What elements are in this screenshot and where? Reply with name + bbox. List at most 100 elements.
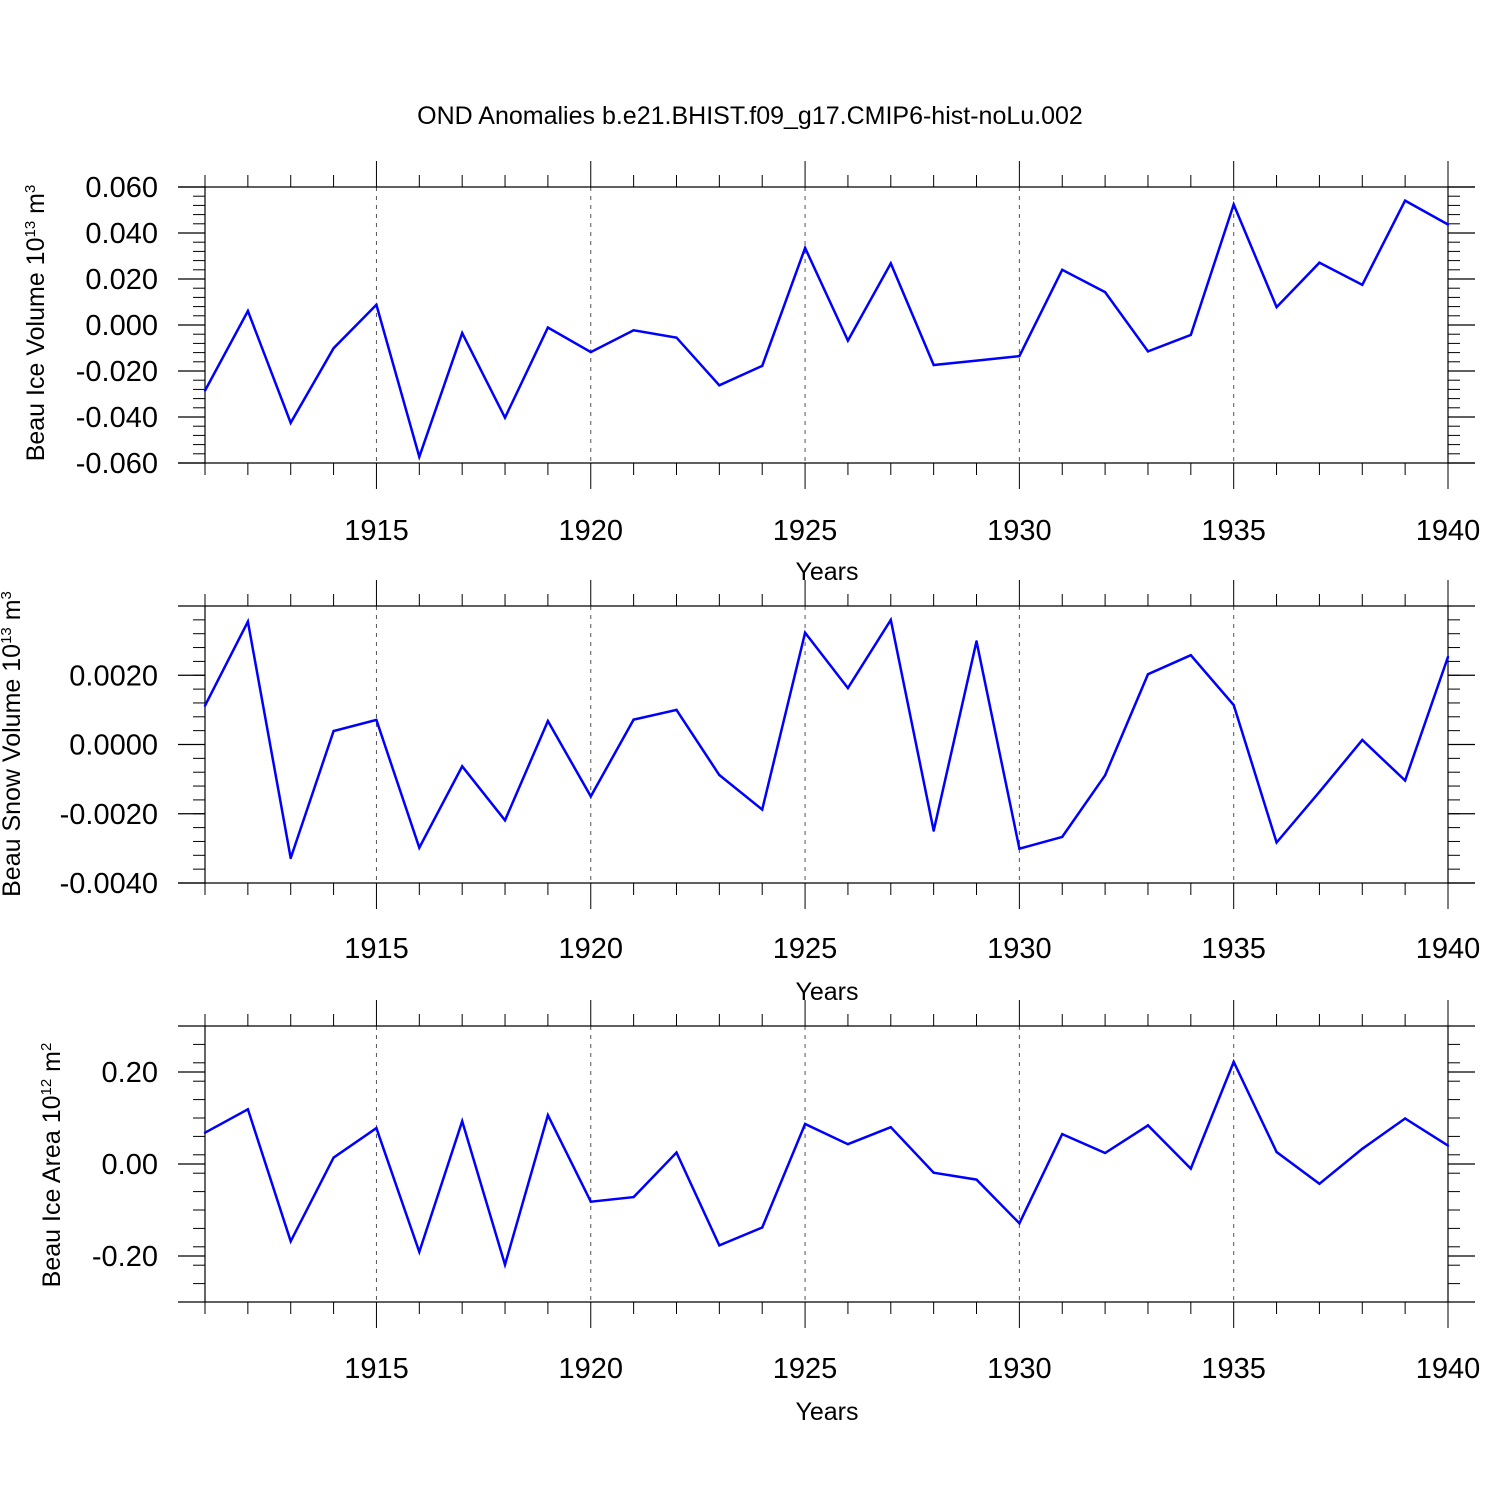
data-point — [1061, 1132, 1064, 1136]
data-point — [1232, 203, 1235, 206]
data-point — [675, 1151, 678, 1154]
data-point — [803, 246, 807, 250]
y-tick-label: -0.060 — [76, 448, 158, 480]
data-point — [1361, 1147, 1364, 1151]
x-tick-label: 1940 — [1416, 933, 1481, 965]
data-point — [1275, 841, 1278, 844]
data-point — [975, 640, 978, 643]
data-point — [503, 819, 507, 822]
y-tick-label: -0.20 — [92, 1241, 158, 1273]
series-line — [203, 198, 1449, 461]
x-tick-label: 1925 — [773, 933, 838, 965]
y-tick-label: 0.060 — [85, 172, 158, 204]
y-tick-label: -0.020 — [76, 356, 158, 388]
x-tick-label: 1930 — [987, 515, 1052, 547]
x-tick-label: 1920 — [559, 933, 624, 965]
data-point — [1361, 283, 1364, 286]
data-point — [203, 704, 207, 707]
data-point — [889, 618, 892, 622]
y-axis-title: Beau Ice Area 1012 m2 — [38, 1043, 66, 1288]
data-point — [375, 303, 378, 306]
data-point — [546, 326, 550, 329]
data-point — [632, 329, 635, 332]
y-tick-label: 0.20 — [102, 1057, 158, 1089]
data-point — [246, 309, 250, 313]
data-point — [418, 846, 421, 849]
data-point — [1061, 835, 1064, 839]
x-tick-label: 1915 — [344, 515, 409, 547]
x-tick-label: 1940 — [1416, 1353, 1481, 1385]
data-point — [460, 765, 464, 768]
data-point — [1232, 703, 1235, 707]
data-point — [1103, 1151, 1107, 1155]
data-point — [246, 620, 250, 623]
data-point — [1318, 790, 1321, 794]
x-tick-label: 1930 — [987, 1353, 1052, 1385]
data-point — [503, 416, 507, 419]
data-point — [332, 347, 335, 350]
data-point — [846, 686, 850, 690]
data-point — [718, 384, 721, 387]
data-point — [632, 718, 635, 721]
series-line — [204, 1058, 1449, 1270]
data-point — [761, 364, 764, 368]
data-point — [761, 1226, 764, 1229]
data-point — [1403, 779, 1407, 782]
x-tick-label: 1935 — [1201, 515, 1266, 547]
data-point — [460, 331, 464, 335]
data-point — [975, 359, 978, 362]
x-tick-label: 1925 — [773, 1353, 838, 1385]
data-point — [846, 339, 850, 342]
x-tick-label: 1935 — [1201, 933, 1266, 965]
data-point — [289, 421, 292, 424]
data-point — [1232, 1060, 1235, 1064]
data-point — [1318, 261, 1321, 264]
data-point — [503, 1263, 507, 1266]
data-point — [460, 1120, 464, 1123]
data-point — [546, 719, 550, 723]
data-point — [1189, 1167, 1193, 1170]
data-point — [289, 856, 292, 860]
x-tick-label: 1915 — [344, 933, 409, 965]
data-point — [1189, 333, 1193, 337]
data-point — [975, 1178, 978, 1181]
data-point — [1061, 268, 1064, 271]
data-point — [1403, 1117, 1407, 1120]
data-point — [889, 1126, 892, 1129]
data-point — [1275, 305, 1278, 309]
y-axis-title: Beau Snow Volume 1013 m3 — [0, 591, 26, 897]
data-point — [932, 829, 935, 832]
data-point — [1189, 653, 1193, 657]
data-point — [889, 262, 892, 265]
y-tick-label: 0.000 — [85, 310, 158, 342]
data-point — [932, 363, 935, 367]
data-point — [761, 808, 764, 811]
data-point — [1146, 350, 1150, 353]
data-point — [418, 1250, 421, 1254]
x-tick-label: 1915 — [344, 1353, 409, 1385]
y-axis-title: Beau Ice Volume 1013 m3 — [22, 185, 50, 462]
data-point — [1103, 290, 1107, 294]
data-point — [1275, 1150, 1278, 1154]
data-point — [718, 773, 721, 777]
data-point — [332, 729, 335, 733]
data-point — [846, 1143, 850, 1146]
data-point — [1103, 774, 1107, 777]
y-tick-label: 0.020 — [85, 264, 158, 296]
data-point — [589, 350, 592, 354]
data-point — [675, 336, 678, 339]
data-point — [803, 1122, 807, 1126]
data-point — [1318, 1182, 1321, 1185]
data-point — [1446, 655, 1450, 659]
data-point — [1146, 673, 1150, 676]
series-line — [203, 616, 1450, 859]
data-point — [203, 389, 207, 392]
data-point — [246, 1108, 250, 1111]
data-point — [1361, 738, 1364, 742]
data-point — [418, 455, 421, 458]
x-axis-title: Years — [795, 1398, 858, 1426]
data-point — [1446, 223, 1450, 226]
data-point — [675, 708, 678, 712]
data-point — [803, 631, 807, 634]
